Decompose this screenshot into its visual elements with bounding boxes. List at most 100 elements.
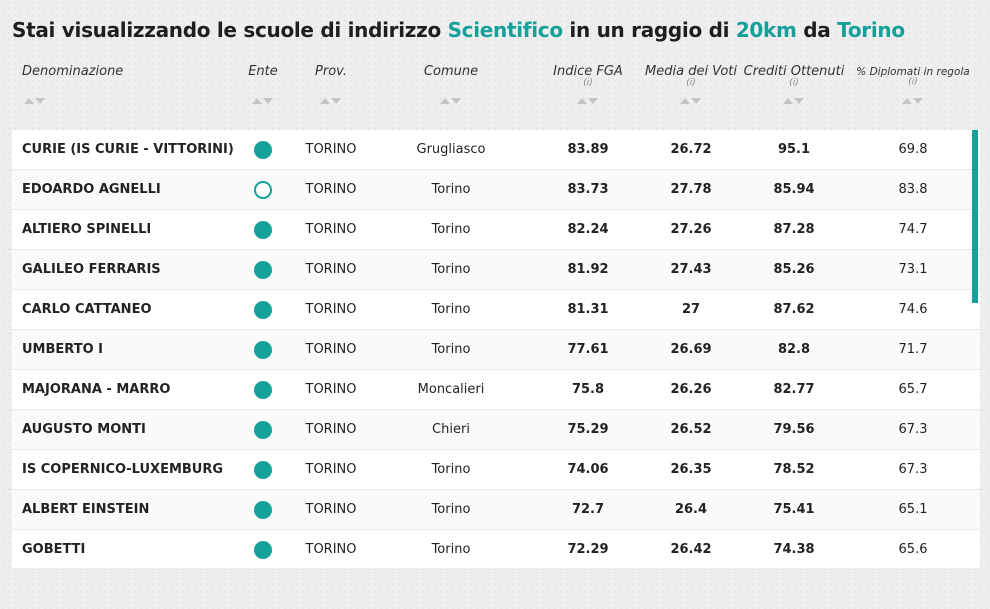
info-icon[interactable]: (i) [908,77,918,87]
indice-fga: 81.31 [567,302,609,317]
column-header-diplomati[interactable]: % Diplomati in regola (i) [856,66,970,87]
info-icon[interactable]: (i) [686,78,696,88]
crediti-ottenuti: 85.26 [773,262,815,277]
comune: Chieri [432,422,470,437]
comune: Torino [431,222,471,237]
column-header-denominazione[interactable]: Denominazione [22,64,124,79]
crediti-ottenuti: 79.56 [773,422,815,437]
column-header-ente[interactable]: Ente [248,64,278,79]
indice-fga: 81.92 [567,262,609,277]
comune: Grugliasco [416,142,486,157]
diplomati-in-regola: 65.6 [898,542,928,557]
column-header-prov[interactable]: Prov. [315,64,347,79]
table-row[interactable]: UMBERTO I TORINO Torino 77.61 26.69 82.8 71.7 [12,330,980,370]
sort-comune-icon[interactable] [440,98,462,108]
media-voti: 26.35 [670,462,712,477]
column-header-media-voti[interactable]: Media dei Voti (i) [645,64,737,88]
table-row[interactable]: ALTIERO SPINELLI TORINO Torino 82.24 27.26 87… [12,210,980,250]
comune: Torino [431,502,471,517]
media-voti: 26.26 [670,382,712,397]
school-name: ALBERT EINSTEIN [22,502,150,517]
school-name: CURIE (IS CURIE - VITTORINI) [22,142,234,157]
column-header-comune[interactable]: Comune [423,64,479,79]
table-row[interactable]: GOBETTI TORINO Torino 72.29 26.42 74.38 65.6 [12,530,980,570]
table-row[interactable]: CARLO CATTANEO TORINO Torino 81.31 27 87.62 74… [12,290,980,330]
comune: Moncalieri [417,382,485,397]
crediti-ottenuti: 87.62 [773,302,815,317]
indice-fga: 83.89 [567,142,609,157]
indice-fga: 74.06 [567,462,609,477]
indice-fga: 72.7 [571,502,605,517]
school-name: UMBERTO I [22,342,103,357]
info-icon[interactable]: (i) [789,78,799,88]
indice-fga: 72.29 [567,542,609,557]
table-row[interactable]: GALILEO FERRARIS TORINO Torino 81.92 27.43 85… [12,250,980,290]
provincia: TORINO [305,542,357,557]
school-name: EDOARDO AGNELLI [22,182,161,197]
table-row[interactable]: ALBERT EINSTEIN TORINO Torino 72.7 26.4 75.41… [12,490,980,530]
provincia: TORINO [305,422,357,437]
ente-private-icon [254,181,272,199]
crediti-ottenuti: 74.38 [773,542,815,557]
school-name: AUGUSTO MONTI [22,422,146,437]
table-row[interactable]: AUGUSTO MONTI TORINO Chieri 75.29 26.52 79.56… [12,410,980,450]
diplomati-in-regola: 74.6 [898,302,928,317]
ente-public-icon [254,501,272,519]
provincia: TORINO [305,182,357,197]
provincia: TORINO [305,342,357,357]
ente-public-icon [254,461,272,479]
ente-public-icon [254,301,272,319]
provincia: TORINO [305,142,357,157]
diplomati-in-regola: 67.3 [898,422,928,437]
sort-crediti-icon[interactable] [783,98,805,108]
ente-public-icon [254,541,272,559]
media-voti: 26.42 [670,542,712,557]
crediti-ottenuti: 75.41 [773,502,815,517]
schools-table: CURIE (IS CURIE - VITTORINI) TORINO Grugli… [12,130,980,570]
diplomati-in-regola: 83.8 [898,182,928,197]
school-name: GOBETTI [22,542,86,557]
sort-denominazione-icon[interactable] [24,98,46,108]
provincia: TORINO [305,302,357,317]
comune: Torino [431,342,471,357]
media-voti: 26.72 [670,142,712,157]
crediti-ottenuti: 87.28 [773,222,815,237]
sort-diplomati-icon[interactable] [902,98,924,108]
table-row[interactable]: IS COPERNICO-LUXEMBURG TORINO Torino 74.06 2… [12,450,980,490]
diplomati-in-regola: 65.7 [898,382,928,397]
column-header-crediti[interactable]: Crediti Ottenuti (i) [743,64,845,88]
media-voti: 27 [681,302,701,317]
table-row[interactable]: MAJORANA - MARRO TORINO Moncalieri 75.8 26.2… [12,370,980,410]
crediti-ottenuti: 95.1 [777,142,811,157]
media-voti: 26.52 [670,422,712,437]
sort-prov-icon[interactable] [320,98,342,108]
sort-ente-icon[interactable] [252,98,274,108]
media-voti: 26.69 [670,342,712,357]
comune: Torino [431,182,471,197]
table-row[interactable]: CURIE (IS CURIE - VITTORINI) TORINO Grugli… [12,130,980,170]
diplomati-in-regola: 74.7 [898,222,928,237]
crediti-ottenuti: 78.52 [773,462,815,477]
crediti-ottenuti: 82.8 [777,342,811,357]
indice-fga: 75.29 [567,422,609,437]
title-text-1: Stai visualizzando le scuole di indirizz… [12,18,448,42]
media-voti: 27.78 [670,182,712,197]
media-voti: 26.4 [674,502,708,517]
ente-public-icon [254,341,272,359]
column-header-indice-fga[interactable]: Indice FGA (i) [553,64,623,88]
provincia: TORINO [305,222,357,237]
scrollbar[interactable] [972,130,978,303]
title-indirizzo: Scientifico [447,18,563,42]
diplomati-in-regola: 69.8 [898,142,928,157]
comune: Torino [431,462,471,477]
sort-media-voti-icon[interactable] [680,98,702,108]
indice-fga: 82.24 [567,222,609,237]
info-icon[interactable]: (i) [583,78,593,88]
sort-indice-fga-icon[interactable] [577,98,599,108]
school-name: MAJORANA - MARRO [22,382,171,397]
table-row[interactable]: EDOARDO AGNELLI TORINO Torino 83.73 27.78 85.… [12,170,980,210]
ente-public-icon [254,421,272,439]
school-name: IS COPERNICO-LUXEMBURG [22,462,224,477]
provincia: TORINO [305,262,357,277]
indice-fga: 75.8 [571,382,605,397]
